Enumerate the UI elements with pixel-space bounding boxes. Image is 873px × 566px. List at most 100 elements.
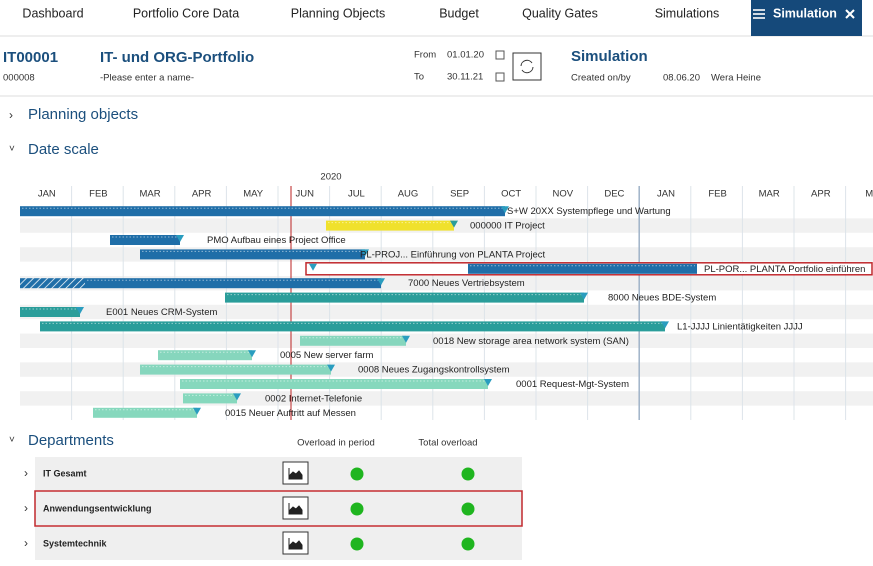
gantt-bar[interactable] <box>468 263 697 274</box>
expand-icon[interactable]: › <box>9 108 13 122</box>
gantt-bar[interactable] <box>20 206 505 217</box>
month-label: FEB <box>708 189 726 200</box>
gantt-bar[interactable] <box>140 249 365 260</box>
month-label: JAN <box>38 189 56 200</box>
gantt-label: 0015 Neuer Auftritt auf Messen <box>225 408 356 419</box>
nav-tab[interactable]: Budget <box>439 6 479 20</box>
month-label: JAN <box>657 189 675 200</box>
milestone <box>76 307 84 314</box>
gantt-bar[interactable] <box>326 220 454 231</box>
collapse-icon[interactable]: ˅ <box>9 144 15 155</box>
gantt-bar[interactable] <box>158 350 252 361</box>
month-label: DEC <box>604 189 624 200</box>
column-header: Overload in period <box>297 438 375 449</box>
menu-icon[interactable] <box>751 9 765 19</box>
gantt-label: 0008 Neues Zugangskontrollsystem <box>358 365 510 376</box>
expand-icon[interactable]: › <box>24 536 28 550</box>
section-title[interactable]: Departments <box>28 432 114 449</box>
gantt-bar[interactable] <box>85 278 381 289</box>
month-label: JUL <box>348 189 365 200</box>
gantt-bar[interactable] <box>183 393 237 404</box>
month-label: MAR <box>759 189 780 200</box>
gantt-label: 8000 Neues BDE-System <box>608 293 716 304</box>
chart-button[interactable] <box>282 461 309 485</box>
active-tab-bg[interactable] <box>751 0 862 36</box>
milestone <box>248 350 256 358</box>
row-stripe <box>20 304 873 320</box>
from-label: From <box>414 50 436 61</box>
month-label: SEP <box>450 189 469 200</box>
status-indicator <box>350 502 364 516</box>
to-date[interactable]: 30.11.21 <box>447 72 483 83</box>
chart-button[interactable] <box>282 531 309 555</box>
milestone <box>193 407 201 415</box>
mode-title: Simulation <box>571 48 648 65</box>
gantt-label: S+W 20XX Systempflege und Wartung <box>507 206 671 217</box>
refresh-button[interactable] <box>512 52 542 81</box>
chart-icon <box>288 503 303 515</box>
gantt-label: E001 Neues CRM-System <box>106 307 217 318</box>
gantt-label: 000000 IT Project <box>470 221 545 232</box>
milestone <box>450 220 458 228</box>
milestone <box>176 235 184 242</box>
section-title[interactable]: Date scale <box>28 141 99 158</box>
gantt-label: 0002 Internet-Telefonie <box>265 393 362 404</box>
dept-row[interactable] <box>35 527 522 560</box>
milestone <box>327 364 335 372</box>
nav-tab[interactable]: Dashboard <box>22 6 83 20</box>
expand-icon[interactable]: › <box>24 501 28 515</box>
month-label: FEB <box>89 189 107 200</box>
gantt-bar[interactable] <box>300 335 406 346</box>
milestone <box>309 263 317 271</box>
gantt-bar[interactable] <box>225 292 584 303</box>
nav-tab[interactable]: Simulations <box>655 6 720 20</box>
gantt-label: 0018 New storage area network system (SA… <box>433 336 629 347</box>
row-stripe <box>20 391 873 406</box>
created-by: Wera Heine <box>711 73 761 84</box>
milestone <box>377 278 385 286</box>
dept-row[interactable] <box>35 492 522 525</box>
dept-name: IT Gesamt <box>43 468 87 478</box>
month-label: NOV <box>553 189 574 200</box>
row-stripe <box>20 333 873 348</box>
gantt-bar[interactable] <box>180 379 488 389</box>
milestone <box>501 206 509 214</box>
gantt-bar[interactable] <box>20 307 80 317</box>
nav-tab[interactable]: Portfolio Core Data <box>133 6 239 20</box>
gantt-bar[interactable] <box>110 235 180 245</box>
close-icon[interactable] <box>845 9 855 19</box>
milestone <box>402 335 410 343</box>
dept-name: Anwendungsentwicklung <box>43 503 152 513</box>
gantt-label: 0005 New server farm <box>280 350 374 361</box>
section-title[interactable]: Planning objects <box>28 106 138 123</box>
gantt-label: L1-JJJJ Linientätigkeiten JJJJ <box>677 321 803 332</box>
departments-table: Overload in period Total overload › IT Gesa… <box>24 438 523 560</box>
created-label: Created on/by <box>571 73 631 84</box>
milestone <box>233 393 241 401</box>
expand-icon[interactable]: › <box>24 466 28 480</box>
month-label: MA <box>865 189 873 200</box>
nav-tab[interactable]: Planning Objects <box>291 6 386 20</box>
gantt: JAN FEB MAR APR MAY JUN JUL AUG SEP OCT NOV DEC JAN F… <box>20 172 873 420</box>
gantt-bar[interactable] <box>40 321 665 332</box>
chart-button[interactable] <box>282 496 309 520</box>
gantt-bar[interactable] <box>140 364 331 375</box>
gantt-label: PL-PROJ... Einführung von PLANTA Project <box>360 249 546 260</box>
milestone <box>661 321 669 329</box>
status-indicator <box>350 537 364 551</box>
created-date: 08.06.20 <box>663 73 700 84</box>
gantt-bar[interactable] <box>93 407 197 418</box>
dept-row[interactable] <box>35 457 522 490</box>
active-tab[interactable]: Simulation <box>773 6 837 20</box>
nav-tab[interactable]: Quality Gates <box>522 6 598 20</box>
calendar-icons[interactable] <box>495 50 505 82</box>
from-date[interactable]: 01.01.20 <box>447 50 484 61</box>
object-name: IT- und ORG-Portfolio <box>100 49 254 66</box>
month-label: MAR <box>139 189 160 200</box>
gantt-label: 0001 Request-Mgt-System <box>516 379 629 390</box>
refresh-icon <box>520 59 534 74</box>
month-label: APR <box>192 189 212 200</box>
collapse-icon[interactable]: ˅ <box>9 435 15 446</box>
